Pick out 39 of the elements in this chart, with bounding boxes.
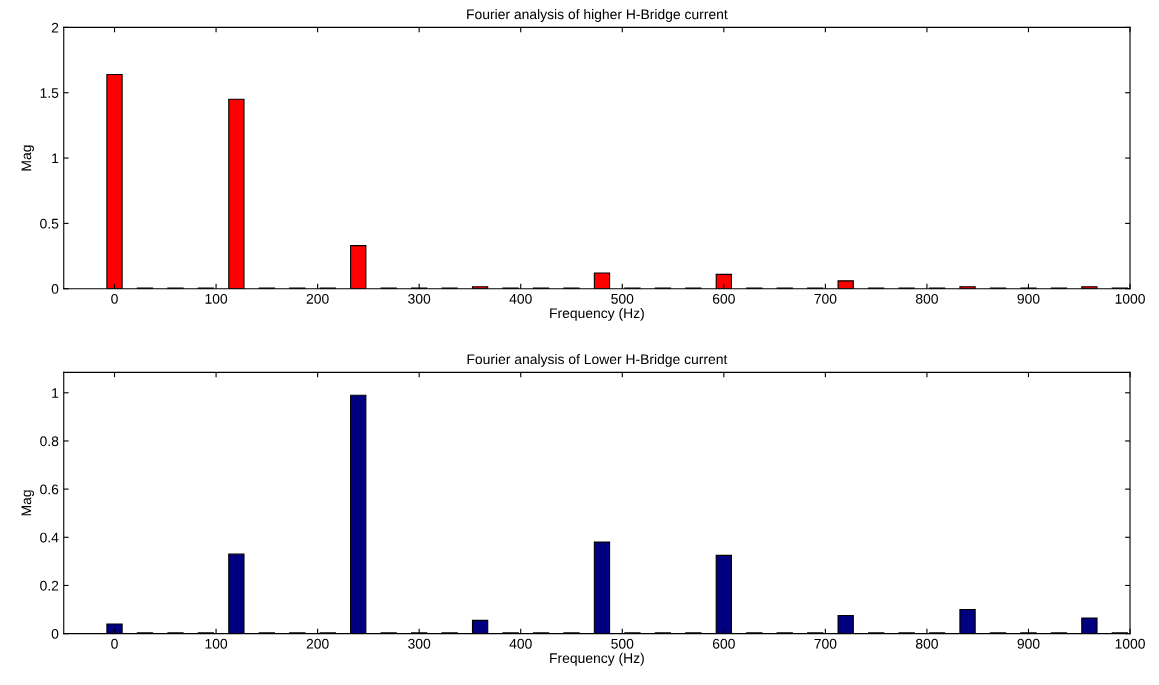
chart-title: Fourier analysis of Lower H-Bridge current	[467, 353, 728, 367]
y-tick-label: 1	[52, 388, 59, 398]
x-tick-label: 800	[915, 638, 938, 649]
y-axis-title: Mag	[21, 145, 35, 171]
y-tick-label: 0.4	[40, 532, 59, 543]
x-tick-label: 0	[111, 293, 118, 304]
x-tick-label: 200	[306, 293, 329, 304]
y-tick-label: 0.2	[40, 580, 59, 591]
x-tick-label: 900	[1017, 638, 1040, 649]
x-tick-label: 700	[814, 638, 837, 649]
y-tick-label: 1.5	[40, 88, 59, 98]
x-tick-label: 600	[712, 293, 735, 304]
x-tick-label: 600	[712, 638, 735, 649]
x-tick-label: 1000	[1115, 638, 1145, 649]
x-tick-label: 800	[915, 293, 938, 304]
y-tick-label: 1	[52, 153, 59, 164]
y-tick-label: 0.8	[40, 436, 59, 447]
chart-title: Fourier analysis of higher H-Bridge current	[467, 9, 728, 22]
x-tick-label: 400	[509, 293, 532, 304]
y-tick-label: 0.6	[40, 484, 59, 495]
x-tick-label: 500	[611, 638, 634, 649]
x-tick-label: 0	[111, 638, 118, 649]
x-tick-label: 400	[509, 638, 532, 649]
y-tick-label: 0	[51, 284, 59, 294]
y-tick-label: 2	[51, 22, 59, 33]
x-tick-label: 900	[1017, 293, 1040, 304]
x-tick-label: 200	[306, 638, 329, 649]
x-tick-label: 100	[205, 293, 228, 304]
x-tick-label: 1000	[1115, 293, 1145, 304]
x-tick-label: 300	[408, 638, 431, 649]
x-tick-label: 300	[408, 293, 431, 304]
y-tick-label: 0	[51, 628, 59, 639]
x-tick-label: 100	[205, 638, 228, 649]
y-tick-label: 0.5	[40, 218, 59, 229]
y-axis-title: Mag	[21, 490, 35, 516]
x-axis-title: Frequency (Hz)	[550, 307, 644, 321]
x-tick-label: 500	[611, 293, 634, 304]
x-axis-title: Frequency (Hz)	[550, 652, 644, 666]
x-tick-label: 700	[814, 293, 837, 304]
